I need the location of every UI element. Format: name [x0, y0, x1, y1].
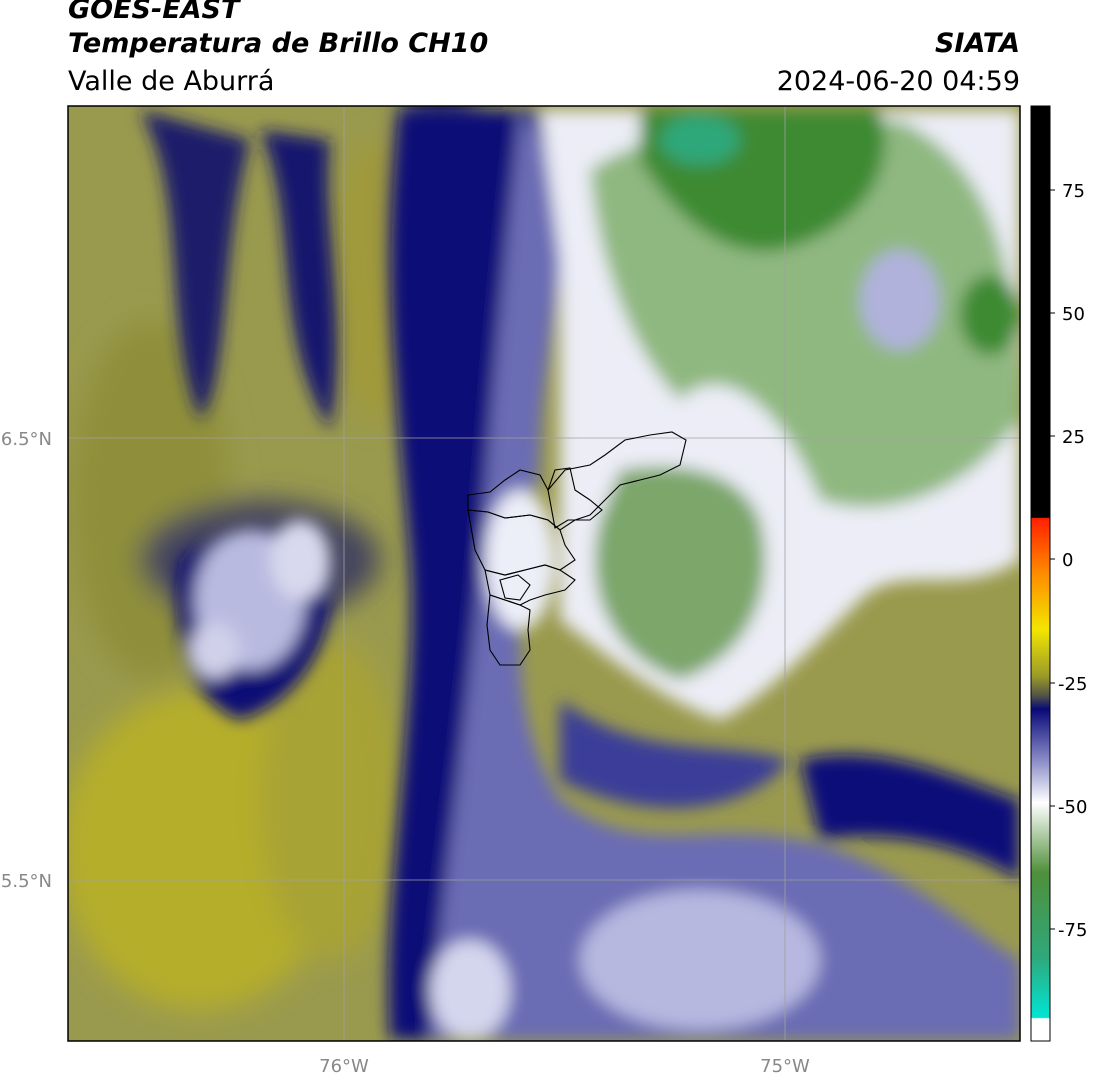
agency-label: SIATA	[934, 28, 1020, 59]
colorbar	[1030, 105, 1051, 1042]
colorbar-tick-minus50: -50	[1058, 797, 1087, 818]
region-subtitle: Valle de Aburrá	[68, 66, 275, 97]
colorbar-tick-25: 25	[1062, 427, 1085, 448]
lon-tick-76w: 76°W	[319, 1056, 369, 1077]
colorbar-tick-minus75: -75	[1058, 920, 1087, 941]
lat-tick-6-5n: 6.5°N	[1, 429, 52, 450]
brightness-temperature-raster	[68, 106, 1020, 1041]
colorbar-tick-75: 75	[1062, 181, 1085, 202]
lon-tick-75w: 75°W	[760, 1056, 810, 1077]
satellite-title: GOES-EAST	[68, 0, 240, 25]
colorbar-tick-50: 50	[1062, 304, 1085, 325]
datetime-label: 2024-06-20 04:59	[776, 66, 1020, 97]
colorbar-tick-0: 0	[1062, 550, 1073, 571]
product-title: Temperatura de Brillo CH10	[68, 28, 489, 59]
colorbar-tick-minus25: -25	[1058, 674, 1087, 695]
map-frame	[67, 105, 1021, 1042]
lat-tick-5-5n: 5.5°N	[1, 871, 52, 892]
municipality-boundaries	[467, 431, 687, 666]
